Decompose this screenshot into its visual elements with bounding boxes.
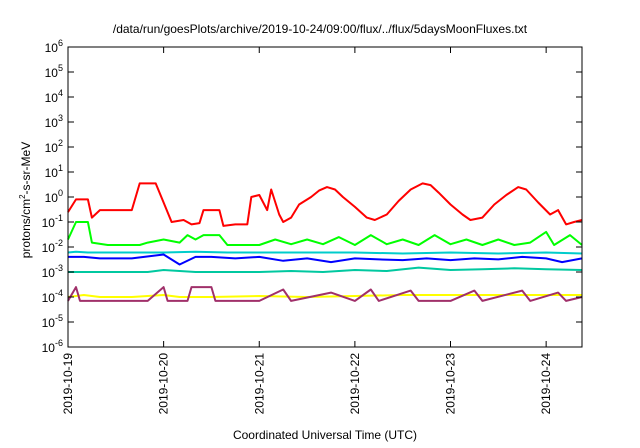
series-line-6 (67, 294, 582, 298)
y-tick-label: 10-5 (42, 313, 63, 330)
y-axis-title-text-end: -s-sr-MeV (19, 141, 33, 195)
y-tick-label: 10-6 (42, 338, 63, 355)
y-tick-label: 101 (45, 163, 63, 180)
x-tick-label: 2019-10-19 (61, 353, 75, 415)
y-tick-label: 10-2 (42, 238, 63, 255)
x-tick-label: 2019-10-21 (252, 353, 266, 415)
x-axis-title: Coordinated Universal Time (UTC) (232, 428, 418, 442)
x-tick-label: 2019-10-20 (157, 353, 171, 415)
series-line-2 (67, 221, 583, 246)
x-tick-label: 2019-10-22 (348, 353, 362, 415)
series-line-5 (68, 266, 583, 273)
series-line-7 (67, 286, 583, 302)
x-tick-label: 2019-10-23 (444, 353, 458, 415)
y-axis-title: protons/cm2-s-sr-MeV (18, 90, 34, 310)
y-axis-title-text: protons/cm (19, 198, 33, 259)
series-line-4 (67, 250, 583, 255)
series-line-3 (68, 253, 583, 266)
y-tick-label: 103 (45, 113, 63, 130)
y-tick-label: 105 (45, 63, 63, 80)
y-tick-label: 10-3 (42, 263, 63, 280)
x-tick-label: 2019-10-24 (539, 353, 553, 415)
y-tick-label: 100 (45, 188, 63, 205)
y-tick-label: 106 (45, 38, 63, 55)
chart-title: /data/run/goesPlots/archive/2019-10-24/0… (112, 22, 528, 36)
y-tick-label: 102 (45, 138, 63, 155)
y-tick-label: 104 (45, 88, 63, 105)
series-layer (67, 182, 583, 302)
y-tick-label: 10-4 (42, 288, 63, 305)
y-tick-label: 10-1 (42, 213, 63, 230)
series-line-1 (67, 182, 583, 227)
x-axis-ticks: 2019-10-19 2019-10-20 2019-10-21 2019-10-22… (61, 47, 553, 414)
y-axis-ticks: 10-6 10-5 10-4 10-3 10-2 10-1 100 101 102 103 104 1… (42, 38, 582, 355)
y-axis-title-superscript: 2 (18, 194, 27, 199)
